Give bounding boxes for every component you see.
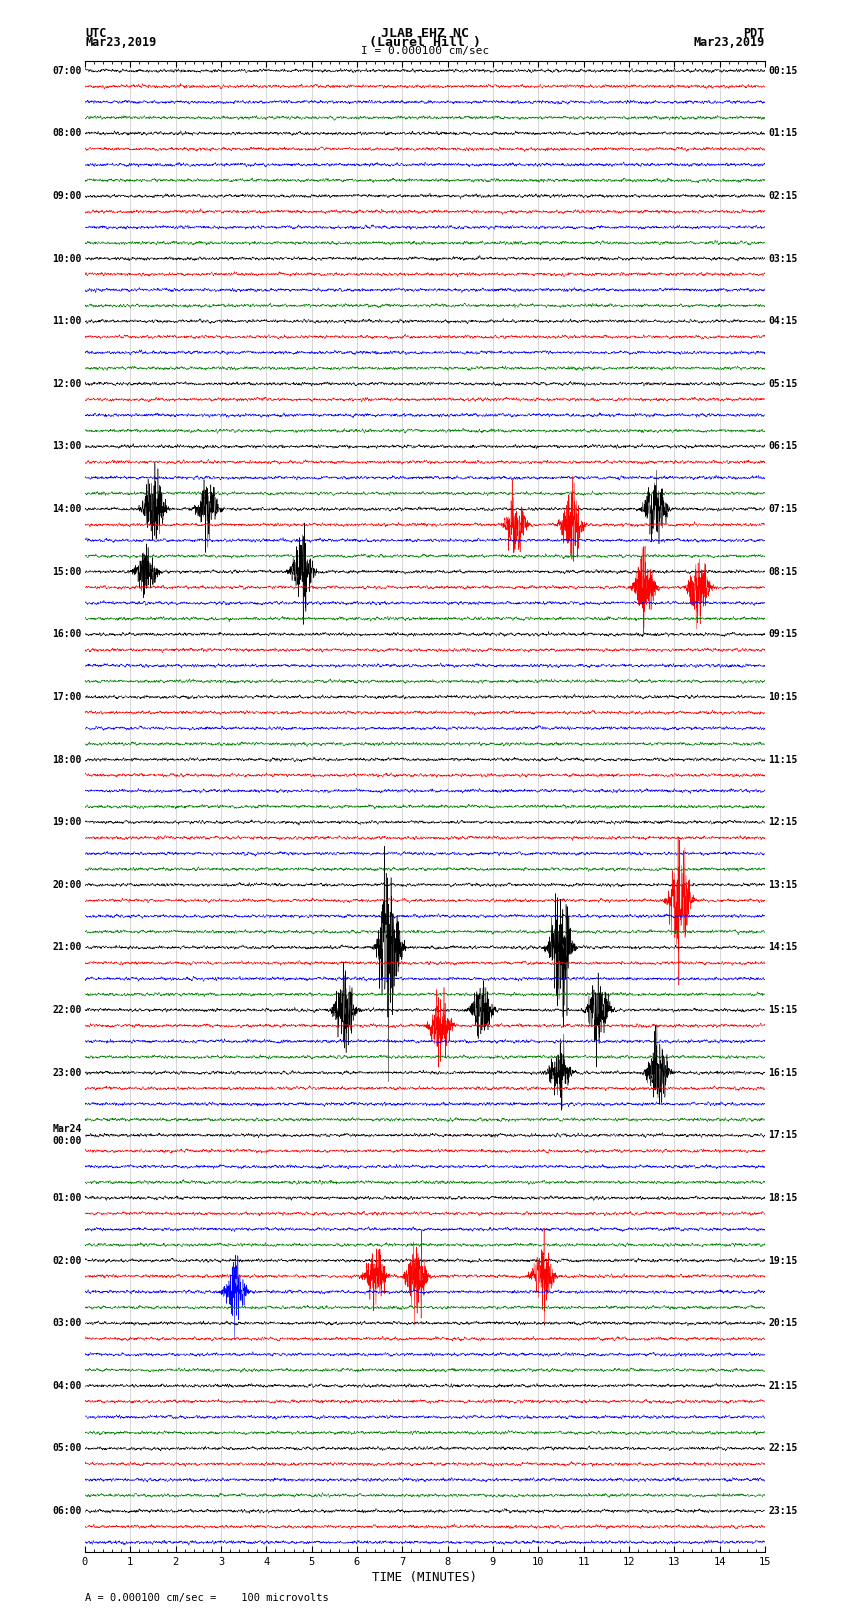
Text: 05:00: 05:00 <box>52 1444 82 1453</box>
Text: 08:00: 08:00 <box>52 129 82 139</box>
Text: 03:00: 03:00 <box>52 1318 82 1327</box>
Text: 10:15: 10:15 <box>768 692 798 702</box>
Text: 10:00: 10:00 <box>52 253 82 263</box>
Text: 22:00: 22:00 <box>52 1005 82 1015</box>
Text: 14:00: 14:00 <box>52 503 82 515</box>
Text: 19:00: 19:00 <box>52 818 82 827</box>
Text: 20:00: 20:00 <box>52 879 82 890</box>
Text: 01:15: 01:15 <box>768 129 798 139</box>
X-axis label: TIME (MINUTES): TIME (MINUTES) <box>372 1571 478 1584</box>
Text: 08:15: 08:15 <box>768 566 798 577</box>
Text: 09:00: 09:00 <box>52 190 82 202</box>
Text: 19:15: 19:15 <box>768 1255 798 1266</box>
Text: 04:00: 04:00 <box>52 1381 82 1390</box>
Text: JLAB EHZ NC: JLAB EHZ NC <box>381 26 469 40</box>
Text: 02:15: 02:15 <box>768 190 798 202</box>
Text: 07:15: 07:15 <box>768 503 798 515</box>
Text: UTC: UTC <box>85 26 106 40</box>
Text: 18:00: 18:00 <box>52 755 82 765</box>
Text: 11:00: 11:00 <box>52 316 82 326</box>
Text: PDT: PDT <box>744 26 765 40</box>
Text: 04:15: 04:15 <box>768 316 798 326</box>
Text: 23:00: 23:00 <box>52 1068 82 1077</box>
Text: 18:15: 18:15 <box>768 1194 798 1203</box>
Text: 00:15: 00:15 <box>768 66 798 76</box>
Text: 21:15: 21:15 <box>768 1381 798 1390</box>
Text: 23:15: 23:15 <box>768 1507 798 1516</box>
Text: 22:15: 22:15 <box>768 1444 798 1453</box>
Text: 16:15: 16:15 <box>768 1068 798 1077</box>
Text: 15:15: 15:15 <box>768 1005 798 1015</box>
Text: Mar23,2019: Mar23,2019 <box>85 37 156 50</box>
Text: 05:15: 05:15 <box>768 379 798 389</box>
Text: 12:00: 12:00 <box>52 379 82 389</box>
Text: 13:00: 13:00 <box>52 442 82 452</box>
Text: 11:15: 11:15 <box>768 755 798 765</box>
Text: 06:00: 06:00 <box>52 1507 82 1516</box>
Text: 16:00: 16:00 <box>52 629 82 639</box>
Text: 17:00: 17:00 <box>52 692 82 702</box>
Text: 12:15: 12:15 <box>768 818 798 827</box>
Text: 20:15: 20:15 <box>768 1318 798 1327</box>
Text: 17:15: 17:15 <box>768 1131 798 1140</box>
Text: (Laurel Hill ): (Laurel Hill ) <box>369 37 481 50</box>
Text: Mar24
00:00: Mar24 00:00 <box>52 1124 82 1147</box>
Text: 15:00: 15:00 <box>52 566 82 577</box>
Text: Mar23,2019: Mar23,2019 <box>694 37 765 50</box>
Text: 01:00: 01:00 <box>52 1194 82 1203</box>
Text: 03:15: 03:15 <box>768 253 798 263</box>
Text: 21:00: 21:00 <box>52 942 82 952</box>
Text: 14:15: 14:15 <box>768 942 798 952</box>
Text: 09:15: 09:15 <box>768 629 798 639</box>
Text: A = 0.000100 cm/sec =    100 microvolts: A = 0.000100 cm/sec = 100 microvolts <box>85 1594 329 1603</box>
Text: 07:00: 07:00 <box>52 66 82 76</box>
Text: 02:00: 02:00 <box>52 1255 82 1266</box>
Text: 06:15: 06:15 <box>768 442 798 452</box>
Text: I = 0.000100 cm/sec: I = 0.000100 cm/sec <box>361 45 489 56</box>
Text: 13:15: 13:15 <box>768 879 798 890</box>
